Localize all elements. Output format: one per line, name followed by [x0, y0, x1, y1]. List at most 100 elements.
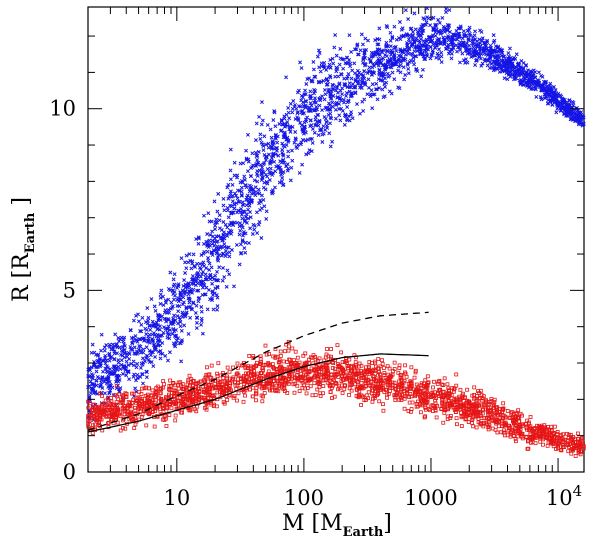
x-tick-label-10000: 104 [546, 482, 582, 510]
data-point [441, 420, 446, 425]
data-point [396, 57, 401, 62]
data-point [280, 176, 285, 180]
data-point [385, 25, 390, 30]
data-point [328, 115, 333, 120]
data-point [254, 154, 259, 159]
data-point [441, 37, 446, 42]
data-point [347, 392, 351, 397]
data-point [312, 381, 317, 386]
data-point [122, 342, 127, 347]
data-point [199, 309, 204, 314]
data-point [479, 29, 484, 34]
data-point [309, 103, 314, 108]
y-axis-label: R [REarth ] [9, 197, 38, 302]
data-point [384, 44, 389, 49]
data-point [115, 373, 120, 378]
data-point [559, 94, 564, 99]
data-point [359, 381, 364, 385]
data-point [144, 370, 149, 375]
data-point [255, 179, 260, 184]
data-point [288, 124, 292, 129]
data-point [409, 365, 414, 370]
data-point [91, 383, 96, 388]
data-point [465, 387, 470, 392]
data-point [486, 425, 491, 430]
data-point [263, 158, 268, 163]
data-point [381, 95, 386, 100]
data-point [327, 62, 332, 67]
data-point [243, 393, 247, 398]
data-point [493, 56, 498, 61]
data-point [147, 348, 152, 353]
data-point [445, 382, 450, 387]
data-point [115, 345, 120, 350]
data-point [205, 232, 210, 236]
data-point [458, 43, 463, 48]
data-point [188, 304, 193, 309]
data-point [376, 42, 381, 47]
data-point [317, 65, 322, 70]
data-point [390, 34, 395, 39]
data-point [280, 141, 285, 146]
data-point [146, 318, 150, 323]
data-point [146, 315, 151, 320]
data-point [293, 102, 297, 107]
data-point [581, 444, 586, 449]
data-point [272, 110, 277, 115]
data-point [200, 262, 205, 267]
data-point [325, 347, 329, 351]
y-tick-label-0: 0 [63, 460, 76, 484]
data-point [133, 386, 138, 391]
data-point [425, 44, 429, 49]
data-point [235, 361, 240, 366]
data-point [157, 327, 162, 332]
data-point [342, 122, 347, 127]
data-point [425, 374, 430, 379]
data-point [204, 277, 209, 282]
data-point [412, 39, 417, 44]
data-point [440, 15, 445, 20]
data-point [176, 336, 181, 341]
data-point [419, 74, 424, 79]
data-point [513, 66, 518, 71]
data-point [230, 199, 235, 204]
data-point [90, 342, 95, 347]
data-point [478, 49, 483, 53]
data-point [528, 415, 533, 419]
data-point [216, 234, 221, 239]
data-point [333, 107, 338, 112]
data-point [372, 374, 377, 379]
data-point [497, 65, 502, 70]
data-point [138, 366, 143, 370]
data-point [248, 387, 252, 392]
data-point [146, 336, 151, 341]
data-point [135, 361, 140, 366]
data-point [426, 16, 431, 21]
data-point [310, 136, 314, 141]
data-point [315, 54, 320, 59]
data-point [491, 68, 496, 73]
data-point [508, 61, 513, 66]
data-point [442, 41, 447, 45]
data-point [434, 27, 439, 32]
data-point [454, 29, 459, 33]
data-point [377, 67, 382, 72]
data-point [370, 65, 375, 70]
data-point [338, 56, 343, 61]
data-point [215, 304, 220, 309]
data-point [375, 97, 380, 102]
data-point [250, 232, 255, 236]
data-point [236, 208, 241, 213]
data-point [102, 348, 107, 353]
data-point [152, 424, 157, 429]
data-point [118, 400, 123, 405]
data-point [215, 269, 219, 274]
data-point [194, 303, 199, 308]
data-point [549, 424, 554, 429]
data-point [505, 409, 510, 413]
data-point [318, 98, 323, 103]
data-point [406, 37, 411, 42]
data-point [153, 308, 158, 313]
data-point [347, 357, 352, 362]
data-point [99, 348, 104, 353]
